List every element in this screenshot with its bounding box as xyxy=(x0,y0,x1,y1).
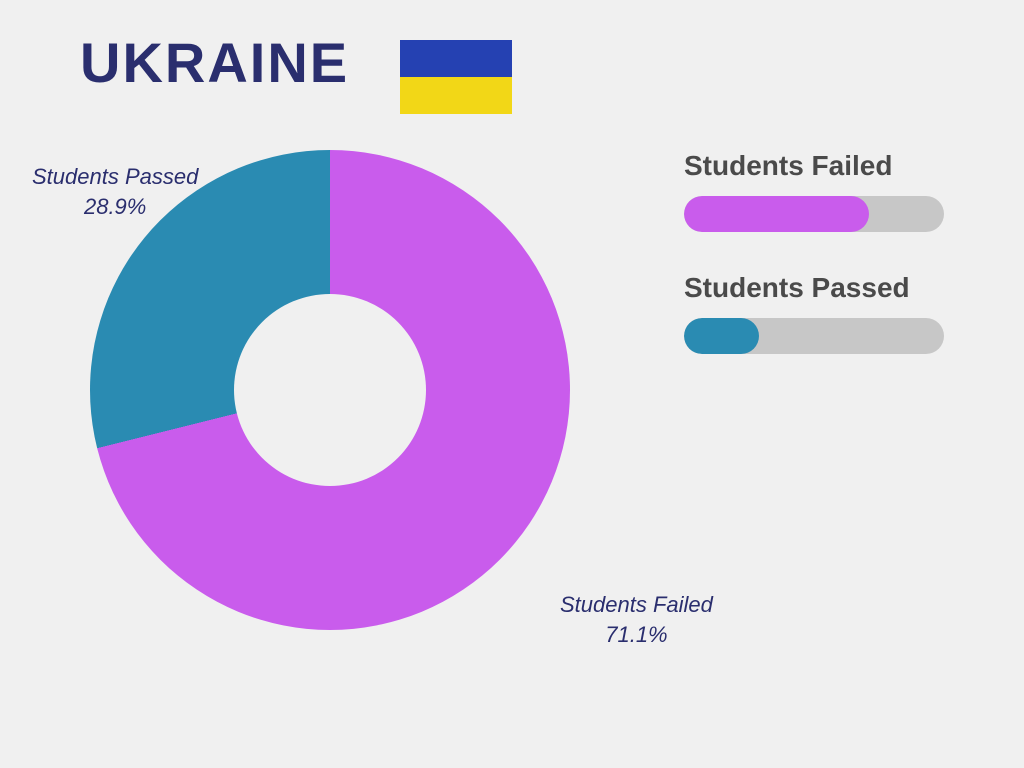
slice-label-passed: Students Passed 28.9% xyxy=(32,162,198,221)
flag-bottom-stripe xyxy=(400,77,512,114)
flag-top-stripe xyxy=(400,40,512,77)
slice-label-failed-pct: 71.1% xyxy=(560,620,713,650)
legend-bar-passed-fill xyxy=(684,318,759,354)
legend-item-passed: Students Passed xyxy=(684,272,964,354)
slice-label-failed: Students Failed 71.1% xyxy=(560,590,713,649)
slice-label-failed-name: Students Failed xyxy=(560,590,713,620)
legend-label-passed: Students Passed xyxy=(684,272,964,304)
donut-hole xyxy=(234,294,426,486)
page-title: UKRAINE xyxy=(80,30,349,95)
slice-label-passed-name: Students Passed xyxy=(32,162,198,192)
legend-bar-failed-track xyxy=(684,196,944,232)
legend: Students Failed Students Passed xyxy=(684,150,964,394)
ukraine-flag-icon xyxy=(400,40,512,114)
legend-item-failed: Students Failed xyxy=(684,150,964,232)
legend-bar-failed-fill xyxy=(684,196,869,232)
legend-bar-passed-track xyxy=(684,318,944,354)
donut-chart xyxy=(90,150,570,630)
legend-label-failed: Students Failed xyxy=(684,150,964,182)
slice-label-passed-pct: 28.9% xyxy=(32,192,198,222)
